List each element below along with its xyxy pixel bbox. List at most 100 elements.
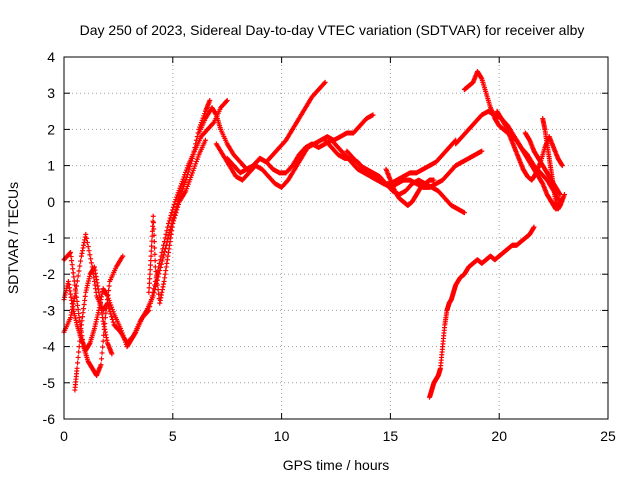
data-point	[168, 212, 174, 218]
data-point	[150, 213, 156, 219]
data-point	[479, 148, 485, 154]
data-point	[150, 223, 156, 229]
data-point	[146, 280, 152, 286]
data-point	[78, 327, 84, 333]
data-point	[78, 258, 84, 264]
data-point	[147, 276, 153, 282]
data-point	[67, 250, 73, 256]
data-point	[157, 257, 163, 263]
data-point	[86, 248, 92, 254]
data-point	[109, 314, 115, 320]
data-point	[88, 260, 94, 266]
series-track-13	[453, 108, 563, 205]
data-point	[159, 249, 165, 255]
data-point	[105, 297, 111, 303]
y-tick-label: 2	[47, 121, 55, 137]
data-point	[109, 351, 115, 357]
data-point	[106, 287, 112, 293]
x-axis-label: GPS time / hours	[283, 457, 390, 473]
data-point	[87, 252, 93, 258]
series-track-15	[522, 130, 563, 198]
data-point	[151, 232, 157, 238]
y-tick-label: -5	[43, 375, 56, 391]
data-point	[170, 207, 176, 213]
x-tick-label: 0	[60, 428, 68, 444]
data-point	[98, 362, 104, 368]
data-point	[145, 308, 151, 314]
y-tick-label: 0	[47, 194, 55, 210]
data-point	[147, 271, 153, 277]
data-point	[152, 251, 158, 257]
data-point	[153, 268, 159, 274]
data-point	[162, 235, 168, 241]
data-point	[461, 210, 467, 216]
data-point	[161, 242, 167, 248]
y-tick-label: -1	[43, 230, 56, 246]
data-point	[147, 304, 153, 310]
data-point	[156, 260, 162, 266]
x-tick-label: 25	[600, 428, 616, 444]
data-point	[76, 268, 82, 274]
series-track-17	[427, 224, 537, 400]
data-point	[223, 98, 229, 104]
y-tick-label: 3	[47, 85, 55, 101]
data-point	[74, 365, 80, 371]
y-tick-label: -4	[43, 339, 56, 355]
data-point	[150, 220, 156, 226]
data-point	[156, 291, 162, 297]
data-point	[321, 80, 327, 86]
data-point	[152, 245, 158, 251]
y-tick-label: -6	[43, 411, 56, 427]
data-point	[100, 344, 106, 350]
data-point	[146, 285, 152, 291]
data-point	[120, 253, 126, 259]
data-point	[170, 221, 176, 227]
data-point	[99, 356, 105, 362]
data-point	[151, 239, 157, 245]
data-point	[149, 293, 155, 299]
data-points	[61, 68, 567, 400]
data-point	[84, 240, 90, 246]
data-point	[77, 333, 83, 339]
y-tick-label: 4	[47, 49, 55, 65]
data-point	[151, 226, 157, 232]
series-track-8	[224, 137, 459, 187]
data-point	[76, 344, 82, 350]
data-point	[165, 221, 171, 227]
data-point	[84, 235, 90, 241]
data-point	[170, 204, 176, 210]
data-point	[155, 287, 161, 293]
data-point	[160, 246, 166, 252]
data-point	[171, 202, 177, 208]
data-point	[75, 273, 81, 279]
y-tick-label: -3	[43, 302, 56, 318]
data-point	[148, 297, 154, 303]
data-point	[173, 210, 179, 216]
data-point	[557, 192, 563, 198]
data-point	[165, 236, 171, 242]
data-point	[169, 210, 175, 216]
data-point	[172, 212, 178, 218]
data-point	[148, 248, 154, 254]
plot-frame	[63, 56, 609, 420]
data-point	[85, 244, 91, 250]
data-point	[105, 292, 111, 298]
data-point	[147, 262, 153, 268]
data-point	[162, 249, 168, 255]
series-track-4	[72, 264, 115, 393]
x-tick-label: 10	[274, 428, 290, 444]
data-point	[104, 301, 110, 307]
data-point	[531, 224, 537, 230]
data-point	[110, 319, 116, 325]
series-track-2	[61, 97, 230, 353]
series-track-5	[146, 137, 208, 306]
data-point	[210, 120, 216, 126]
axis-ticks: 0 5 10 15 20 25 -6 -5 -4 -3 -2 -1 0 1 2 3 4	[43, 49, 616, 444]
data-point	[167, 215, 173, 221]
data-point	[176, 202, 182, 208]
x-tick-label: 20	[491, 428, 507, 444]
series-track-14	[494, 108, 565, 183]
data-point	[224, 97, 230, 103]
data-point	[77, 263, 83, 269]
